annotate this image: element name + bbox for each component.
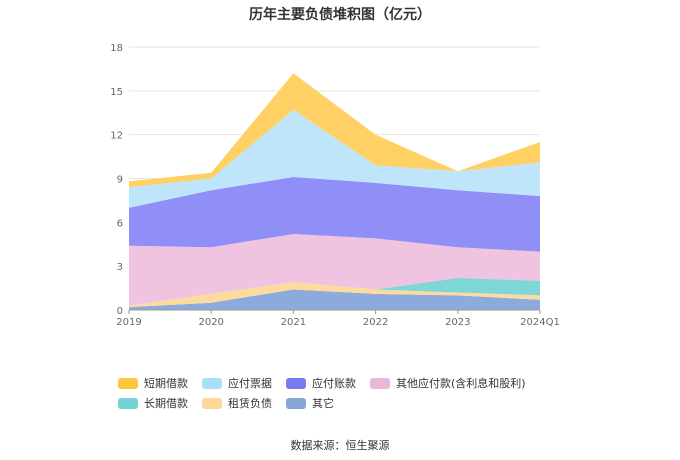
source-note: 数据来源：恒生聚源 [290, 439, 390, 452]
legend-label: 其它 [312, 397, 334, 410]
area-series [129, 282, 540, 308]
legend-swatch [286, 377, 306, 389]
legend-label: 其他应付款(含利息和股利) [396, 377, 526, 390]
legend-item[interactable]: 长期借款 [118, 396, 188, 410]
chart-title: 历年主要负债堆积图（亿元） [249, 7, 431, 23]
legend-label: 长期借款 [144, 397, 188, 410]
legend-swatch [286, 397, 306, 409]
y-tick-label: 6 [117, 218, 123, 229]
y-tick-label: 18 [110, 43, 123, 54]
legend-swatch [118, 377, 138, 389]
legend-label: 短期借款 [144, 377, 188, 390]
legend: 短期借款 应付票据 应付账款 其他应付款(含利息和股利) 长期借款 租赁负债 其它 [118, 376, 568, 410]
area-series [129, 109, 540, 208]
area-series [129, 277, 540, 306]
y-tick-label: 15 [110, 87, 123, 98]
legend-swatch [370, 377, 390, 389]
legend-item[interactable]: 其他应付款(含利息和股利) [370, 376, 526, 390]
legend-swatch [202, 377, 222, 389]
y-tick-label: 3 [117, 262, 123, 273]
legend-label: 应付账款 [312, 377, 356, 390]
legend-item[interactable]: 其它 [286, 396, 334, 410]
legend-swatch [118, 397, 138, 409]
x-tick-label: 2024Q1 [520, 317, 560, 328]
legend-item[interactable]: 应付账款 [286, 376, 356, 390]
legend-label: 应付票据 [228, 377, 272, 390]
area-series [129, 234, 540, 306]
x-tick-label: 2021 [281, 317, 306, 328]
y-tick-label: 12 [110, 131, 123, 142]
legend-label: 租赁负债 [228, 397, 272, 410]
legend-item[interactable]: 短期借款 [118, 376, 188, 390]
x-tick-label: 2019 [116, 317, 141, 328]
axis-layer: 0 3 6 9 12 15 18 2019 2020 2021 2022 2023 2024Q1 [110, 43, 560, 328]
area-layer [129, 73, 540, 310]
legend-item[interactable]: 应付票据 [202, 376, 272, 390]
x-tick-label: 2020 [198, 317, 223, 328]
area-series [129, 73, 540, 188]
area-series [129, 289, 540, 310]
legend-swatch [202, 397, 222, 409]
x-tick-label: 2022 [363, 317, 388, 328]
area-series [129, 177, 540, 252]
x-tick-label: 2023 [445, 317, 470, 328]
legend-item[interactable]: 租赁负债 [202, 396, 272, 410]
y-tick-label: 0 [117, 306, 123, 317]
y-tick-label: 9 [117, 175, 123, 186]
